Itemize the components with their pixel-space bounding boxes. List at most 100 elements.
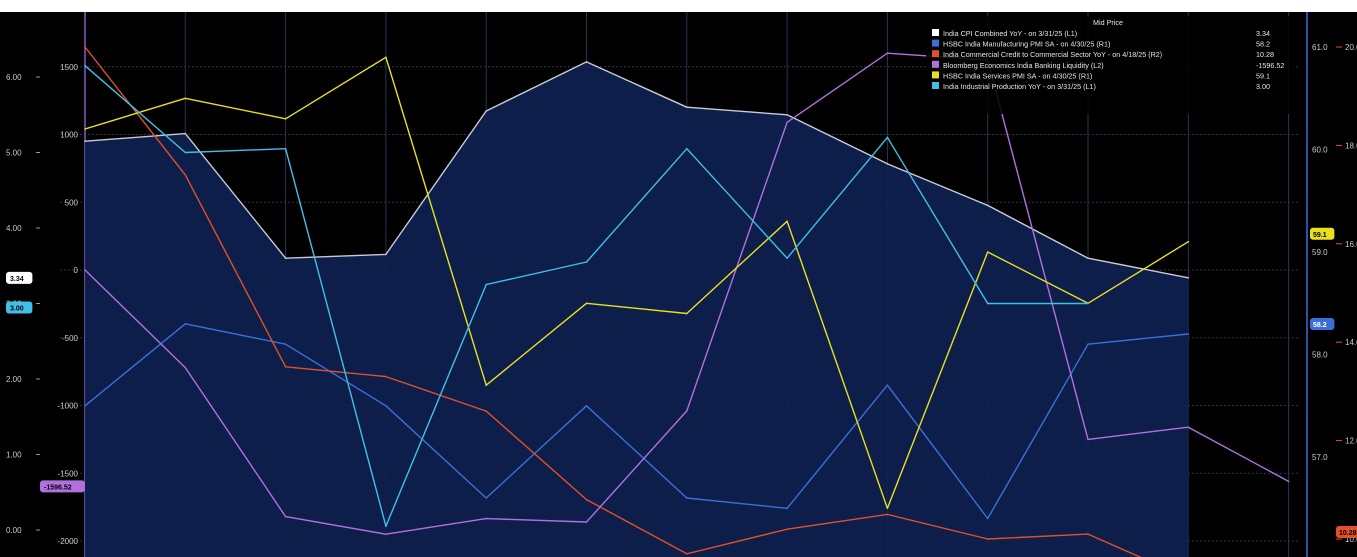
y-axis-L2-tick: -1500: [58, 469, 79, 478]
data-point-1-2: [284, 343, 287, 346]
data-point-3-3: [385, 533, 387, 535]
y-axis-L2-tick: -2000: [58, 537, 79, 546]
data-point-4-2: [284, 118, 287, 120]
legend-box: [926, 16, 1294, 114]
legend-value: 3.00: [1256, 82, 1270, 91]
data-point-3-5: [585, 521, 588, 523]
data-point-5-0: [84, 64, 86, 67]
legend-label: HSBC India Manufacturing PMI SA - on 4/3…: [943, 40, 1110, 49]
y-axis-L1-tick: 1.00: [6, 451, 22, 460]
series-line-0: [84, 61, 1189, 279]
series-line-2: [84, 46, 1142, 557]
y-axis-R2-tick: 12.0: [1345, 437, 1357, 446]
data-point-0-2: [284, 257, 287, 260]
data-point-5-4: [485, 283, 488, 286]
data-point-1-6: [686, 497, 688, 499]
legend-title: Mid Price: [1093, 18, 1123, 27]
legend-label: HSBC India Services PMI SA - on 4/30/25 …: [943, 71, 1092, 80]
data-point-3-2: [284, 515, 287, 518]
y-axis-R1-tick: 57.0: [1312, 453, 1328, 462]
data-point-3-6: [686, 410, 688, 412]
data-point-5-9: [986, 302, 989, 305]
data-point-2-0: [84, 46, 86, 48]
value-tag-left-text: 3.34: [10, 276, 24, 283]
data-point-0-1: [184, 132, 187, 135]
data-point-1-0: [84, 405, 86, 407]
data-point-5-10: [1087, 302, 1089, 305]
data-point-2-7: [786, 528, 788, 530]
y-axis-R2-tick: 14.0: [1345, 338, 1357, 347]
data-point-2-4: [485, 410, 488, 412]
legend-swatch: [932, 82, 939, 89]
legend-swatch: [932, 50, 939, 58]
series-line-1: [84, 323, 1189, 520]
y-axis-L2-tick: 500: [65, 198, 79, 207]
legend-label: India Commercial Credit to Commercial Se…: [943, 50, 1162, 59]
data-point-5-6: [686, 147, 688, 150]
data-point-1-5: [585, 405, 588, 407]
data-point-1-7: [786, 507, 788, 510]
data-point-3-0: [84, 269, 86, 271]
data-point-4-5: [585, 302, 588, 305]
series-line-4: [84, 56, 1189, 509]
value-tag-right: [1310, 227, 1335, 240]
legend-value: 58.2: [1256, 40, 1270, 49]
data-point-4-9: [986, 251, 989, 253]
legend-label: India Industrial Production YoY - on 3/3…: [943, 82, 1096, 91]
y-axis-R1-tick: 60.0: [1312, 146, 1328, 155]
y-axis-R2-tick: 20.0: [1345, 43, 1357, 52]
data-point-4-8: [886, 507, 889, 510]
data-point-2-6: [686, 553, 688, 555]
value-tag-right-text: 10.28: [1339, 530, 1357, 537]
data-point-0-9: [986, 204, 989, 207]
data-point-1-3: [385, 405, 387, 407]
data-point-3-12: [1287, 480, 1290, 483]
y-axis-L2-tick: 0: [74, 266, 79, 275]
value-tag-left: [6, 301, 33, 314]
y-axis-L2-tick: 1500: [60, 63, 78, 72]
legend-value: -1596.52: [1256, 61, 1284, 70]
data-point-5-2: [284, 147, 287, 150]
data-point-3-10: [1087, 438, 1089, 441]
y-axis-R2-tick: 10.0: [1345, 535, 1357, 544]
data-point-2-8: [886, 513, 889, 516]
data-point-5-5: [585, 261, 588, 263]
data-point-0-11: [1187, 277, 1190, 279]
y-axis-R1-tick: 61.0: [1312, 43, 1328, 52]
data-point-2-2: [284, 366, 287, 368]
legend-value: 59.1: [1256, 71, 1270, 80]
data-point-2-5: [585, 498, 588, 501]
data-point-0-0: [84, 140, 86, 142]
data-point-4-1: [184, 97, 187, 100]
value-tag-right: [1310, 318, 1335, 330]
data-point-3-8: [886, 52, 889, 54]
y-axis-R1-tick: 58.0: [1312, 351, 1328, 360]
y-axis-L2-tick: 1000: [60, 131, 78, 140]
data-point-2-3: [385, 375, 387, 378]
data-point-3-1: [184, 366, 187, 369]
data-point-5-7: [786, 257, 788, 260]
y-axis-L2-tick: -500: [62, 334, 79, 343]
data-point-5-3: [385, 525, 387, 527]
data-point-0-7: [786, 114, 788, 116]
data-point-1-10: [1087, 343, 1089, 346]
value-tag-left-text: -1596.52: [44, 484, 72, 491]
legend-swatch: [932, 39, 939, 47]
value-tag-right: [1336, 526, 1357, 538]
y-axis-L1-tick: 5.00: [6, 149, 22, 158]
y-axis-L2-tick: -1000: [58, 402, 79, 411]
data-point-1-4: [485, 497, 488, 499]
data-point-3-7: [786, 121, 788, 124]
value-tag-right-text: 59.1: [1313, 232, 1327, 239]
data-point-2-10: [1087, 533, 1089, 535]
y-axis-L1-tick: 0.00: [6, 526, 22, 535]
legend-value: 3.34: [1256, 29, 1270, 38]
data-point-1-9: [986, 517, 989, 520]
legend-label: India CPI Combined YoY - on 3/31/25 (L1): [943, 29, 1077, 38]
y-axis-R1-tick: 59.0: [1312, 248, 1328, 257]
data-point-2-1: [184, 174, 187, 176]
legend-swatch: [932, 60, 939, 68]
value-tag-right-text: 58.2: [1313, 322, 1327, 329]
